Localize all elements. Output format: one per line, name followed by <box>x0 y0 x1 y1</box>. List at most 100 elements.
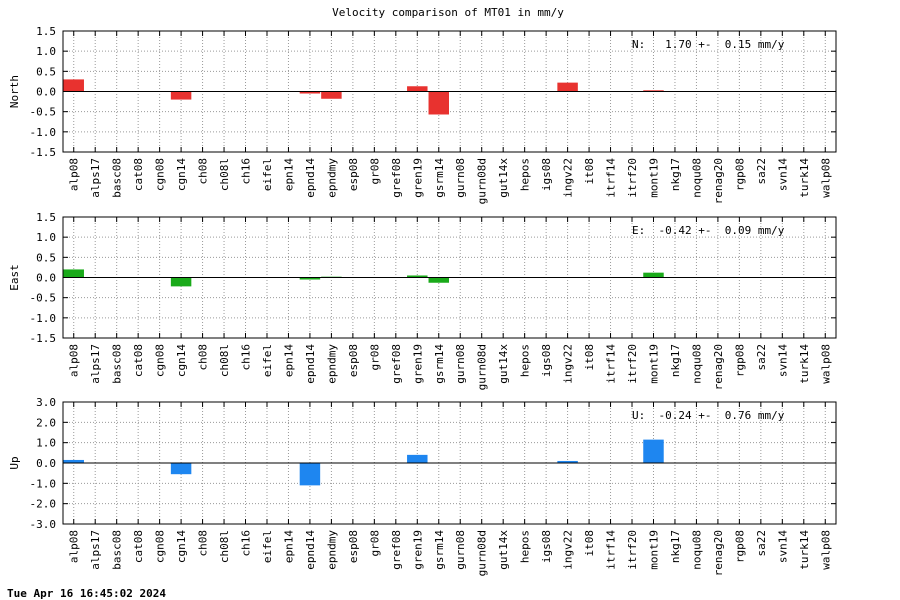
panel-up: 3.0 2.0 1.0 0.0 -1.0 -2.0 -3.0 Up U: -0.24 +- 0.… <box>8 396 837 576</box>
x-tick-label: epndmy <box>325 530 338 570</box>
x-tick-label: it08 <box>583 158 596 185</box>
x-tick-label: cgn14 <box>175 530 188 563</box>
x-tick-label: hepos <box>519 530 532 563</box>
bar-alp08 <box>63 79 84 92</box>
x-tick-label: eifel <box>261 158 274 191</box>
y-tick-label: -1.5 <box>30 332 57 345</box>
x-tick-label: alp08 <box>68 158 81 191</box>
x-tick-label: alps17 <box>89 530 102 570</box>
y-tick-label: 1.5 <box>36 25 56 38</box>
footer-timestamp: Tue Apr 16 16:45:02 2024 <box>7 587 166 600</box>
x-tick-label: alps17 <box>89 158 102 198</box>
x-tick-label: cgn08 <box>154 158 167 191</box>
y-tick-label: 3.0 <box>36 396 56 409</box>
x-tick-label: gurn08d <box>476 344 489 390</box>
x-tick-label: gurn08d <box>476 530 489 576</box>
x-tick-label: gr08 <box>368 158 381 185</box>
x-tick-label: mont19 <box>647 158 660 198</box>
plot-frame <box>62 216 837 339</box>
x-tick-label: gurn08d <box>476 158 489 204</box>
velocity-annotation: U: -0.24 +- 0.76 mm/y <box>632 409 785 422</box>
x-tick-label: ingv22 <box>562 158 575 198</box>
x-tick-label: itrf14 <box>605 158 618 198</box>
y-tick-label: -1.0 <box>30 126 57 139</box>
panel-north: 1.5 1.0 0.5 0.0 -0.5 -1.0 -1.5 North N: 1.70 +- … <box>8 25 837 204</box>
bar-epndmy <box>321 91 342 99</box>
x-tick-label: basc08 <box>111 530 124 570</box>
y-tick-label: 1.0 <box>36 231 56 244</box>
bar-cgn14 <box>170 91 192 100</box>
x-tick-label: eifel <box>261 344 274 377</box>
bar-mont19 <box>643 90 664 92</box>
bar-mont19 <box>643 272 664 278</box>
x-tick-label: renag20 <box>712 158 725 204</box>
x-tick-label: ch08l <box>218 530 231 563</box>
y-tick-label: 0.0 <box>36 86 56 99</box>
x-tick-label: igs08 <box>540 344 553 377</box>
y-tick-label: 0.5 <box>36 65 56 78</box>
x-tick-label: gurn08 <box>454 530 467 570</box>
y-axis-label: East <box>8 264 21 291</box>
bar-alp08 <box>63 459 84 463</box>
y-tick-label: -1.5 <box>30 146 57 159</box>
x-tick-label: gr08 <box>368 530 381 557</box>
x-tick-label: alps17 <box>89 344 102 384</box>
bar-epnd14 <box>299 463 321 486</box>
chart-panels: 1.5 1.0 0.5 0.0 -0.5 -1.0 -1.5 North N: 1.70 +- … <box>8 25 837 576</box>
x-tick-label: itrf14 <box>605 344 618 384</box>
x-tick-label: basc08 <box>111 158 124 198</box>
x-tick-label: turk14 <box>798 158 811 198</box>
y-tick-label: 1.0 <box>36 437 56 450</box>
y-tick-label: -0.5 <box>30 106 57 119</box>
y-tick-label: 0.0 <box>36 272 56 285</box>
y-tick-label: -1.0 <box>30 477 57 490</box>
x-tick-label: cgn08 <box>154 344 167 377</box>
x-tick-label: ch16 <box>240 158 253 185</box>
x-tick-label: sa22 <box>755 344 768 371</box>
bar-gsrm14 <box>428 91 449 115</box>
velocity-annotation: E: -0.42 +- 0.09 mm/y <box>632 224 785 237</box>
chart-title: Velocity comparison of MT01 in mm/y <box>332 6 564 19</box>
x-tick-label: esp08 <box>347 344 360 377</box>
x-tick-label: noqu08 <box>690 530 703 570</box>
y-tick-label: 1.0 <box>36 45 56 58</box>
bar-cgn14 <box>170 277 192 287</box>
x-tick-label: igs08 <box>540 530 553 563</box>
x-tick-label: walp08 <box>819 158 832 198</box>
x-tick-label: gren19 <box>411 530 424 570</box>
bar-ingv22 <box>557 82 578 92</box>
y-tick-label: -0.5 <box>30 292 57 305</box>
bar-ingv22 <box>557 460 578 463</box>
x-tick-label: epn14 <box>282 530 295 563</box>
bar-gsrm14 <box>428 277 449 283</box>
x-tick-label: nkg17 <box>669 530 682 563</box>
x-tick-label: gsrm14 <box>433 344 446 384</box>
y-axis-label: Up <box>8 456 21 469</box>
x-tick-label: ch16 <box>240 344 253 371</box>
bar-cgn14 <box>170 463 192 475</box>
x-tick-label: cat08 <box>132 158 145 191</box>
y-tick-label: -2.0 <box>30 498 57 511</box>
x-tick-label: itrf20 <box>626 158 639 198</box>
x-tick-label: gut14x <box>497 158 510 198</box>
x-tick-label: it08 <box>583 344 596 371</box>
x-tick-label: ch08 <box>197 344 210 371</box>
x-tick-label: gurn08 <box>454 158 467 198</box>
x-tick-label: alp08 <box>68 530 81 563</box>
bar-gren19 <box>407 275 428 278</box>
x-tick-label: gref08 <box>390 530 403 570</box>
bar-gren19 <box>407 454 428 463</box>
x-tick-label: nkg17 <box>669 344 682 377</box>
x-tick-label: gut14x <box>497 530 510 570</box>
x-tick-label: ch08l <box>218 158 231 191</box>
bar-epnd14 <box>299 277 321 280</box>
x-tick-label: epnd14 <box>304 344 317 384</box>
x-tick-label: noqu08 <box>690 158 703 198</box>
x-tick-label: esp08 <box>347 158 360 191</box>
y-tick-label: 2.0 <box>36 416 56 429</box>
x-tick-label: itrf20 <box>626 344 639 384</box>
x-tick-label: ch08l <box>218 344 231 377</box>
x-tick-label: rgp08 <box>733 530 746 563</box>
x-tick-label: gref08 <box>390 344 403 384</box>
x-tick-label: cat08 <box>132 530 145 563</box>
